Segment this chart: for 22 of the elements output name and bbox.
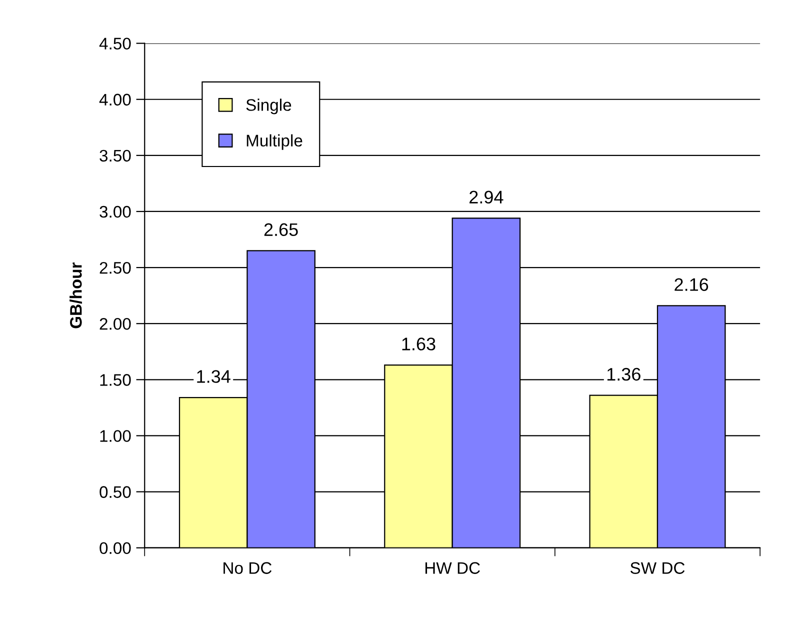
y-tick-label: 1.00 [100,430,131,442]
y-tick-label: 2.50 [100,262,131,274]
y-tick-label: 3.50 [100,150,131,162]
x-tick-label: HW DC [425,562,480,574]
y-tick-label: 4.00 [99,94,131,106]
data-label: 1.36 [607,368,640,381]
y-tick-label: 2.00 [100,318,131,330]
data-label: 1.34 [197,370,230,383]
legend-label: Single [246,98,292,114]
data-label: 2.65 [264,223,298,236]
data-label: 1.63 [402,338,436,350]
y-axis-title: GB/hour [70,262,82,328]
legend-label: Multiple [246,134,302,150]
y-tick-label: 1.50 [100,374,131,386]
y-tick-label: 3.00 [100,206,131,218]
y-tick-label: 0.50 [100,486,131,498]
x-tick-label: No DC [224,562,272,574]
data-label: 2.16 [674,278,708,291]
y-tick-label: 4.50 [99,38,131,50]
x-tick-label: SW DC [630,562,685,574]
y-tick-label: 0.00 [100,542,131,554]
data-label: 2.94 [470,190,504,204]
